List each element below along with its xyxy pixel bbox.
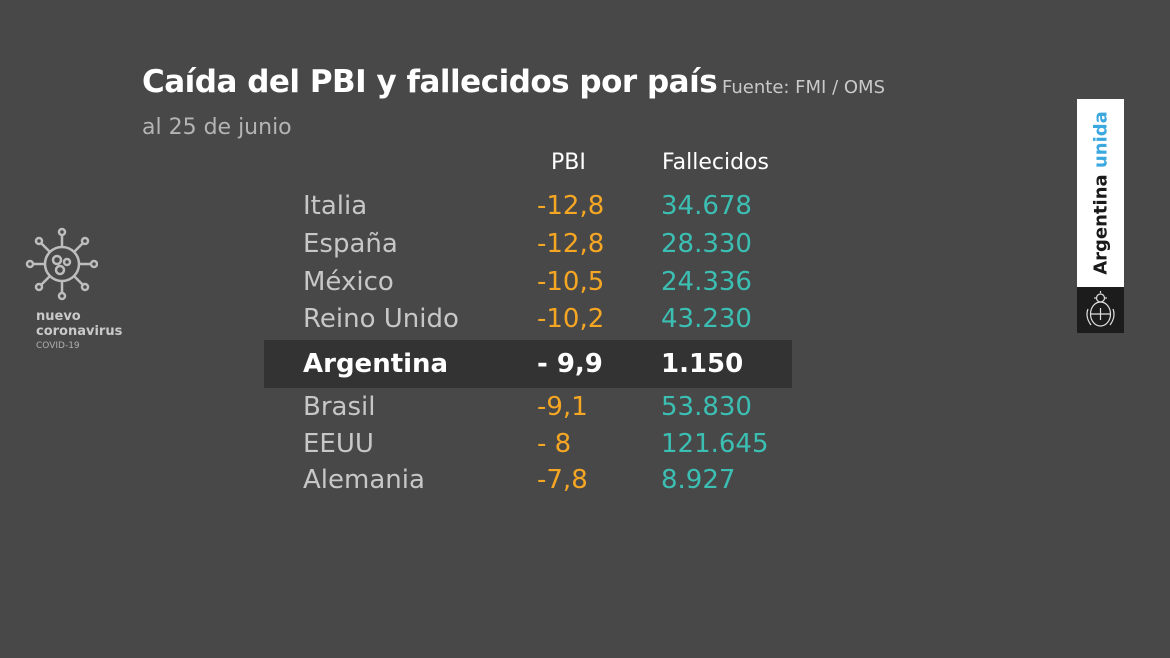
country-name: Alemania	[303, 465, 425, 495]
pbi-value: -7,8	[537, 465, 588, 495]
table-row: España -12,8 28.330	[264, 225, 792, 263]
virus-logo	[24, 226, 99, 306]
pbi-value: - 8	[537, 429, 572, 459]
pbi-value: -12,8	[537, 229, 605, 259]
pbi-value: -12,8	[537, 191, 605, 221]
fallecidos-value: 43.230	[661, 304, 752, 334]
pbi-value: -10,2	[537, 304, 605, 334]
country-name: Argentina	[303, 349, 449, 379]
table-row: México -10,5 24.336	[264, 263, 792, 301]
country-name: Italia	[303, 191, 368, 221]
country-name: España	[303, 229, 398, 259]
brand-text-panel: Argentina unida	[1077, 99, 1124, 287]
pbi-value: - 9,9	[537, 349, 603, 379]
table-row-highlighted: Argentina - 9,9 1.150	[264, 340, 792, 388]
virus-logo-line3: COVID-19	[36, 341, 80, 351]
fallecidos-value: 34.678	[661, 191, 752, 221]
brand-text: Argentina unida	[1090, 111, 1111, 275]
coat-of-arms-icon	[1086, 291, 1115, 327]
country-name: EEUU	[303, 429, 374, 459]
country-name: México	[303, 267, 394, 297]
table-row: Reino Unido -10,2 43.230	[264, 300, 792, 338]
fallecidos-value: 53.830	[661, 392, 752, 422]
country-name: Brasil	[303, 392, 376, 422]
brand-emblem-panel	[1077, 287, 1124, 333]
table-row: Italia -12,8 34.678	[264, 187, 792, 225]
country-name: Reino Unido	[303, 304, 459, 334]
fallecidos-value: 24.336	[661, 267, 752, 297]
column-header-pbi: PBI	[551, 150, 586, 175]
page-subtitle: al 25 de junio	[142, 115, 292, 140]
virus-logo-line2: coronavirus	[36, 324, 123, 339]
virus-logo-line1: nuevo	[36, 309, 81, 324]
table-row: EEUU - 8 121.645	[264, 425, 792, 463]
brand-logo: Argentina unida	[1077, 99, 1124, 333]
brand-text-main: Argentina	[1090, 174, 1111, 275]
brand-text-accent: unida	[1090, 111, 1111, 169]
fallecidos-value: 1.150	[661, 349, 744, 379]
coronavirus-icon	[25, 227, 99, 301]
pbi-value: -10,5	[537, 267, 605, 297]
fallecidos-value: 28.330	[661, 229, 752, 259]
fallecidos-value: 8.927	[661, 465, 736, 495]
table-row: Brasil -9,1 53.830	[264, 388, 792, 426]
source-note: Fuente: FMI / OMS	[722, 77, 886, 98]
table-row: Alemania -7,8 8.927	[264, 461, 792, 499]
pbi-value: -9,1	[537, 392, 588, 422]
page-title: Caída del PBI y fallecidos por país	[142, 64, 718, 100]
fallecidos-value: 121.645	[661, 429, 769, 459]
column-header-fallecidos: Fallecidos	[662, 150, 769, 175]
